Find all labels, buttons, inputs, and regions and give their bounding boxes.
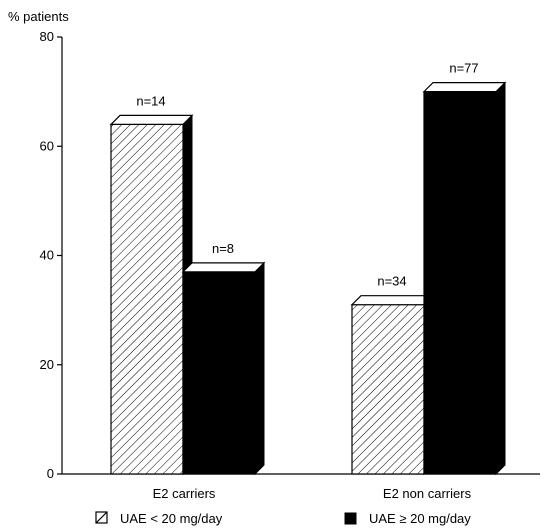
data-label: n=8 bbox=[212, 241, 234, 256]
legend-swatch-solid bbox=[344, 512, 357, 525]
legend-swatch-hatch-line bbox=[95, 511, 108, 524]
y-tick-label: 40 bbox=[40, 248, 54, 263]
y-tick-label: 0 bbox=[47, 466, 54, 481]
data-label: n=14 bbox=[136, 93, 165, 108]
bar-top bbox=[350, 295, 435, 306]
bar-top bbox=[422, 82, 507, 93]
bar-front bbox=[423, 91, 497, 475]
bar bbox=[350, 294, 435, 476]
bar bbox=[181, 261, 266, 476]
bar-front bbox=[182, 271, 256, 475]
legend-label: UAE < 20 mg/day bbox=[120, 511, 223, 526]
bar bbox=[422, 81, 507, 476]
data-label: n=34 bbox=[377, 274, 406, 289]
y-tick-label: 20 bbox=[40, 357, 54, 372]
bar-top bbox=[181, 262, 266, 273]
y-tick-label: 60 bbox=[40, 138, 54, 153]
x-category-label: E2 carriers bbox=[153, 486, 216, 501]
legend-label: UAE ≥ 20 mg/day bbox=[369, 511, 471, 526]
bar-front bbox=[351, 304, 425, 475]
y-axis-title: % patients bbox=[8, 9, 69, 24]
x-category-label: E2 non carriers bbox=[383, 486, 472, 501]
legend-item: UAE ≥ 20 mg/day bbox=[344, 511, 471, 526]
bar-front bbox=[110, 123, 184, 475]
bar-side bbox=[495, 81, 506, 476]
data-label: n=77 bbox=[449, 61, 478, 76]
legend-item: UAE < 20 mg/day bbox=[95, 511, 223, 526]
bar bbox=[109, 114, 194, 476]
bar-top bbox=[109, 114, 194, 126]
bar-side bbox=[254, 261, 265, 476]
y-tick-label: 80 bbox=[40, 29, 54, 44]
